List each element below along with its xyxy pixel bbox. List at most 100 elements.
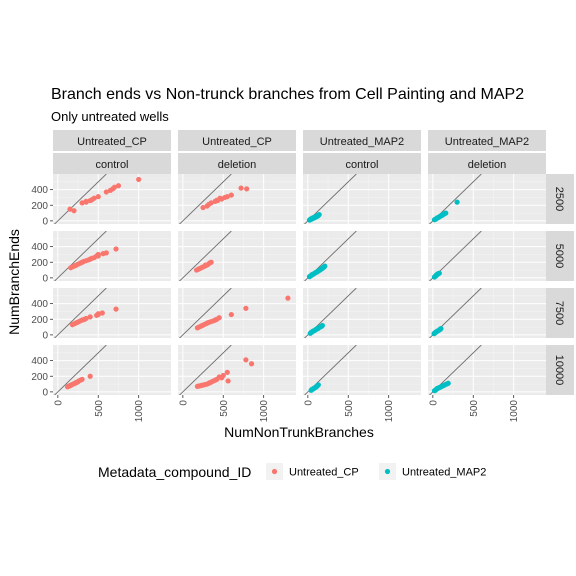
panel-plot-area xyxy=(53,231,119,281)
identity-reference-line xyxy=(178,174,232,224)
legend: Metadata_compound_ID Untreated_CP Untreat… xyxy=(98,463,486,480)
identity-reference-line xyxy=(53,345,107,395)
data-point xyxy=(199,264,205,270)
facet-strip-compound xyxy=(178,130,296,151)
data-point xyxy=(67,206,73,212)
data-point xyxy=(238,185,244,191)
facet-panel xyxy=(303,345,421,395)
data-point xyxy=(87,314,93,320)
facet-panel xyxy=(428,345,546,395)
panel-background xyxy=(178,174,296,224)
data-point xyxy=(454,199,460,205)
legend-title: Metadata_compound_ID xyxy=(98,464,251,480)
data-point xyxy=(308,216,314,222)
y-tick-label: 400 xyxy=(31,356,48,367)
facet-strip-condition xyxy=(53,153,171,174)
x-axis-title: NumNonTrunkBranches xyxy=(224,424,374,440)
data-point xyxy=(435,271,441,277)
facet-label-compound: Untreated_CP xyxy=(77,136,147,148)
legend-marker xyxy=(384,468,391,475)
data-point xyxy=(243,357,249,363)
y-axis-title: NumBranchEnds xyxy=(6,229,22,335)
facet-panel xyxy=(53,231,171,281)
data-point xyxy=(99,310,105,316)
data-point xyxy=(438,212,444,219)
data-point xyxy=(228,311,234,318)
data-point xyxy=(64,384,71,390)
panel-background xyxy=(428,231,546,281)
panel-background xyxy=(428,288,546,338)
panel-background xyxy=(303,345,421,395)
identity-reference-line xyxy=(53,174,107,224)
data-point xyxy=(95,253,101,259)
data-point xyxy=(68,265,74,271)
panel-plot-area xyxy=(303,231,357,281)
facet-label-condition: deletion xyxy=(218,159,257,171)
panel-plot-area xyxy=(178,288,291,338)
data-point xyxy=(431,331,437,337)
data-point xyxy=(204,203,210,209)
y-tick-label: 200 xyxy=(31,372,48,383)
facet-strip-compound xyxy=(303,130,421,151)
data-point xyxy=(244,186,250,192)
x-tick-label: 1000 xyxy=(384,400,395,423)
y-tick-label: 200 xyxy=(31,315,48,326)
panel-plot-area xyxy=(53,288,119,338)
facet-label-row: 2500 xyxy=(553,187,565,211)
data-point xyxy=(431,274,438,280)
facet-label-row: 7500 xyxy=(553,301,565,325)
y-tick-label: 0 xyxy=(42,273,48,284)
panel-plot-area xyxy=(178,231,232,281)
data-point xyxy=(71,208,77,214)
panel-plot-area xyxy=(303,345,357,395)
facet-panel xyxy=(178,231,296,281)
data-point xyxy=(243,305,249,311)
x-tick-label: 1000 xyxy=(134,400,145,423)
panel-plot-area xyxy=(428,288,482,338)
panel-plot-area xyxy=(178,174,250,224)
identity-reference-line xyxy=(178,288,232,338)
facet-panel xyxy=(428,288,546,338)
data-point xyxy=(69,322,75,328)
facet-strip-row xyxy=(546,174,574,224)
data-point xyxy=(95,311,101,318)
x-tick-label: 0 xyxy=(53,400,64,406)
panel-background xyxy=(53,288,171,338)
facet-panel xyxy=(53,345,171,395)
data-point xyxy=(248,361,255,367)
panel-plot-area xyxy=(303,288,357,338)
identity-reference-line xyxy=(178,345,232,395)
y-tick-label: 200 xyxy=(31,258,48,269)
data-point xyxy=(431,217,438,223)
data-point xyxy=(307,330,313,336)
data-point xyxy=(285,295,291,301)
data-point xyxy=(306,274,313,280)
data-point xyxy=(113,246,119,252)
x-tick-label: 500 xyxy=(219,400,230,417)
panel-plot-area xyxy=(428,174,482,224)
y-tick-label: 400 xyxy=(31,242,48,253)
panel-background xyxy=(178,231,296,281)
y-tick-label: 400 xyxy=(31,299,48,310)
data-point xyxy=(194,383,200,390)
data-point xyxy=(103,189,109,195)
facet-label-row: 5000 xyxy=(553,244,565,268)
facet-panel xyxy=(53,288,171,338)
data-point xyxy=(95,194,101,200)
y-tick-label: 0 xyxy=(42,330,48,341)
legend-marker xyxy=(271,468,278,475)
data-point xyxy=(100,251,106,257)
panel-plot-area xyxy=(428,345,482,395)
facet-label-compound: Untreated_MAP2 xyxy=(320,136,404,148)
data-point xyxy=(113,306,119,312)
facet-strip-condition xyxy=(303,153,421,174)
chart-subtitle: Only untreated wells xyxy=(51,109,169,124)
x-tick-label: 500 xyxy=(344,400,355,417)
facet-label-compound: Untreated_CP xyxy=(202,136,272,148)
data-point xyxy=(437,326,443,333)
identity-reference-line xyxy=(178,231,232,281)
data-point xyxy=(308,387,314,393)
facet-panel xyxy=(303,288,421,338)
data-point xyxy=(224,369,230,375)
